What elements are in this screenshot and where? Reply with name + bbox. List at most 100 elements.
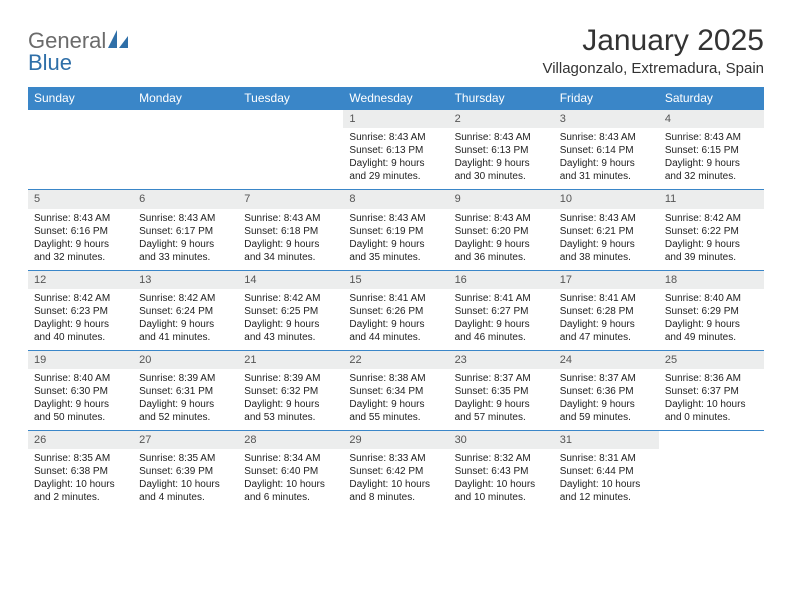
sunrise-line: Sunrise: 8:41 AM: [560, 292, 653, 305]
sunrise-line: Sunrise: 8:35 AM: [139, 452, 232, 465]
day-body: Sunrise: 8:41 AMSunset: 6:26 PMDaylight:…: [343, 289, 448, 350]
day-body: Sunrise: 8:42 AMSunset: 6:24 PMDaylight:…: [133, 289, 238, 350]
day-body: Sunrise: 8:32 AMSunset: 6:43 PMDaylight:…: [449, 449, 554, 510]
calendar-day-cell: 10Sunrise: 8:43 AMSunset: 6:21 PMDayligh…: [554, 189, 659, 269]
day-number: 23: [449, 350, 554, 369]
brand-text: General Blue: [28, 30, 128, 75]
sunrise-line: Sunrise: 8:42 AM: [139, 292, 232, 305]
day-number: 1: [343, 109, 448, 128]
daylight-line: Daylight: 9 hours and 50 minutes.: [34, 398, 127, 424]
weekday-header: Tuesday: [238, 87, 343, 109]
sunset-line: Sunset: 6:35 PM: [455, 385, 548, 398]
calendar-day-cell: 5Sunrise: 8:43 AMSunset: 6:16 PMDaylight…: [28, 189, 133, 269]
sunrise-line: Sunrise: 8:37 AM: [455, 372, 548, 385]
sail-icon: [108, 30, 128, 53]
day-body: Sunrise: 8:41 AMSunset: 6:28 PMDaylight:…: [554, 289, 659, 350]
daylight-line: Daylight: 9 hours and 39 minutes.: [665, 238, 758, 264]
calendar-day-cell: 19Sunrise: 8:40 AMSunset: 6:30 PMDayligh…: [28, 350, 133, 430]
daylight-line: Daylight: 9 hours and 49 minutes.: [665, 318, 758, 344]
calendar-day-cell: 14Sunrise: 8:42 AMSunset: 6:25 PMDayligh…: [238, 270, 343, 350]
daylight-line: Daylight: 9 hours and 38 minutes.: [560, 238, 653, 264]
sunrise-line: Sunrise: 8:43 AM: [34, 212, 127, 225]
day-body: Sunrise: 8:38 AMSunset: 6:34 PMDaylight:…: [343, 369, 448, 430]
sunrise-line: Sunrise: 8:43 AM: [455, 131, 548, 144]
calendar-day-cell: 13Sunrise: 8:42 AMSunset: 6:24 PMDayligh…: [133, 270, 238, 350]
calendar-day-cell: 23Sunrise: 8:37 AMSunset: 6:35 PMDayligh…: [449, 350, 554, 430]
calendar-day-cell: 3Sunrise: 8:43 AMSunset: 6:14 PMDaylight…: [554, 109, 659, 189]
brand-blue: Blue: [28, 50, 72, 75]
day-number: 29: [343, 430, 448, 449]
day-body: Sunrise: 8:34 AMSunset: 6:40 PMDaylight:…: [238, 449, 343, 510]
day-body: Sunrise: 8:37 AMSunset: 6:36 PMDaylight:…: [554, 369, 659, 430]
sunrise-line: Sunrise: 8:43 AM: [560, 131, 653, 144]
calendar-day-cell: 17Sunrise: 8:41 AMSunset: 6:28 PMDayligh…: [554, 270, 659, 350]
day-number: 9: [449, 189, 554, 208]
sunrise-line: Sunrise: 8:36 AM: [665, 372, 758, 385]
sunrise-line: Sunrise: 8:40 AM: [665, 292, 758, 305]
sunrise-line: Sunrise: 8:32 AM: [455, 452, 548, 465]
sunset-line: Sunset: 6:43 PM: [455, 465, 548, 478]
day-body: Sunrise: 8:35 AMSunset: 6:38 PMDaylight:…: [28, 449, 133, 510]
day-body: Sunrise: 8:43 AMSunset: 6:17 PMDaylight:…: [133, 209, 238, 270]
day-body: Sunrise: 8:33 AMSunset: 6:42 PMDaylight:…: [343, 449, 448, 510]
daylight-line: Daylight: 9 hours and 40 minutes.: [34, 318, 127, 344]
sunset-line: Sunset: 6:32 PM: [244, 385, 337, 398]
sunrise-line: Sunrise: 8:43 AM: [560, 212, 653, 225]
day-body: Sunrise: 8:40 AMSunset: 6:30 PMDaylight:…: [28, 369, 133, 430]
sunset-line: Sunset: 6:30 PM: [34, 385, 127, 398]
day-body: Sunrise: 8:43 AMSunset: 6:18 PMDaylight:…: [238, 209, 343, 270]
sunset-line: Sunset: 6:22 PM: [665, 225, 758, 238]
calendar-day-cell: 29Sunrise: 8:33 AMSunset: 6:42 PMDayligh…: [343, 430, 448, 510]
day-body: Sunrise: 8:43 AMSunset: 6:14 PMDaylight:…: [554, 128, 659, 189]
day-body: Sunrise: 8:43 AMSunset: 6:13 PMDaylight:…: [449, 128, 554, 189]
daylight-line: Daylight: 10 hours and 2 minutes.: [34, 478, 127, 504]
sunset-line: Sunset: 6:39 PM: [139, 465, 232, 478]
daylight-line: Daylight: 9 hours and 33 minutes.: [139, 238, 232, 264]
calendar-day-cell: 24Sunrise: 8:37 AMSunset: 6:36 PMDayligh…: [554, 350, 659, 430]
sunrise-line: Sunrise: 8:34 AM: [244, 452, 337, 465]
day-body: Sunrise: 8:37 AMSunset: 6:35 PMDaylight:…: [449, 369, 554, 430]
daylight-line: Daylight: 9 hours and 43 minutes.: [244, 318, 337, 344]
day-body: Sunrise: 8:40 AMSunset: 6:29 PMDaylight:…: [659, 289, 764, 350]
sunset-line: Sunset: 6:17 PM: [139, 225, 232, 238]
day-body: Sunrise: 8:43 AMSunset: 6:20 PMDaylight:…: [449, 209, 554, 270]
calendar-day-cell: 31Sunrise: 8:31 AMSunset: 6:44 PMDayligh…: [554, 430, 659, 510]
calendar-day-cell: 2Sunrise: 8:43 AMSunset: 6:13 PMDaylight…: [449, 109, 554, 189]
day-body: Sunrise: 8:42 AMSunset: 6:23 PMDaylight:…: [28, 289, 133, 350]
calendar-empty-cell: [238, 109, 343, 189]
day-body: Sunrise: 8:39 AMSunset: 6:32 PMDaylight:…: [238, 369, 343, 430]
calendar-week-row: 26Sunrise: 8:35 AMSunset: 6:38 PMDayligh…: [28, 430, 764, 510]
sunrise-line: Sunrise: 8:31 AM: [560, 452, 653, 465]
sunset-line: Sunset: 6:13 PM: [455, 144, 548, 157]
daylight-line: Daylight: 9 hours and 52 minutes.: [139, 398, 232, 424]
sunset-line: Sunset: 6:24 PM: [139, 305, 232, 318]
day-body: Sunrise: 8:31 AMSunset: 6:44 PMDaylight:…: [554, 449, 659, 510]
daylight-line: Daylight: 9 hours and 44 minutes.: [349, 318, 442, 344]
day-body: Sunrise: 8:41 AMSunset: 6:27 PMDaylight:…: [449, 289, 554, 350]
day-body: Sunrise: 8:43 AMSunset: 6:13 PMDaylight:…: [343, 128, 448, 189]
daylight-line: Daylight: 10 hours and 10 minutes.: [455, 478, 548, 504]
calendar-day-cell: 20Sunrise: 8:39 AMSunset: 6:31 PMDayligh…: [133, 350, 238, 430]
sunrise-line: Sunrise: 8:40 AM: [34, 372, 127, 385]
daylight-line: Daylight: 9 hours and 35 minutes.: [349, 238, 442, 264]
sunrise-line: Sunrise: 8:37 AM: [560, 372, 653, 385]
day-number: 21: [238, 350, 343, 369]
sunrise-line: Sunrise: 8:41 AM: [455, 292, 548, 305]
calendar-day-cell: 22Sunrise: 8:38 AMSunset: 6:34 PMDayligh…: [343, 350, 448, 430]
day-number: 17: [554, 270, 659, 289]
weekday-header: Wednesday: [343, 87, 448, 109]
month-title: January 2025: [542, 24, 764, 58]
calendar-day-cell: 9Sunrise: 8:43 AMSunset: 6:20 PMDaylight…: [449, 189, 554, 269]
calendar-header-row: SundayMondayTuesdayWednesdayThursdayFrid…: [28, 87, 764, 109]
sunset-line: Sunset: 6:13 PM: [349, 144, 442, 157]
sunset-line: Sunset: 6:34 PM: [349, 385, 442, 398]
calendar-week-row: 5Sunrise: 8:43 AMSunset: 6:16 PMDaylight…: [28, 189, 764, 269]
sunrise-line: Sunrise: 8:43 AM: [665, 131, 758, 144]
sunset-line: Sunset: 6:20 PM: [455, 225, 548, 238]
daylight-line: Daylight: 10 hours and 8 minutes.: [349, 478, 442, 504]
sunset-line: Sunset: 6:18 PM: [244, 225, 337, 238]
daylight-line: Daylight: 9 hours and 53 minutes.: [244, 398, 337, 424]
day-number: 16: [449, 270, 554, 289]
sunset-line: Sunset: 6:31 PM: [139, 385, 232, 398]
daylight-line: Daylight: 10 hours and 4 minutes.: [139, 478, 232, 504]
